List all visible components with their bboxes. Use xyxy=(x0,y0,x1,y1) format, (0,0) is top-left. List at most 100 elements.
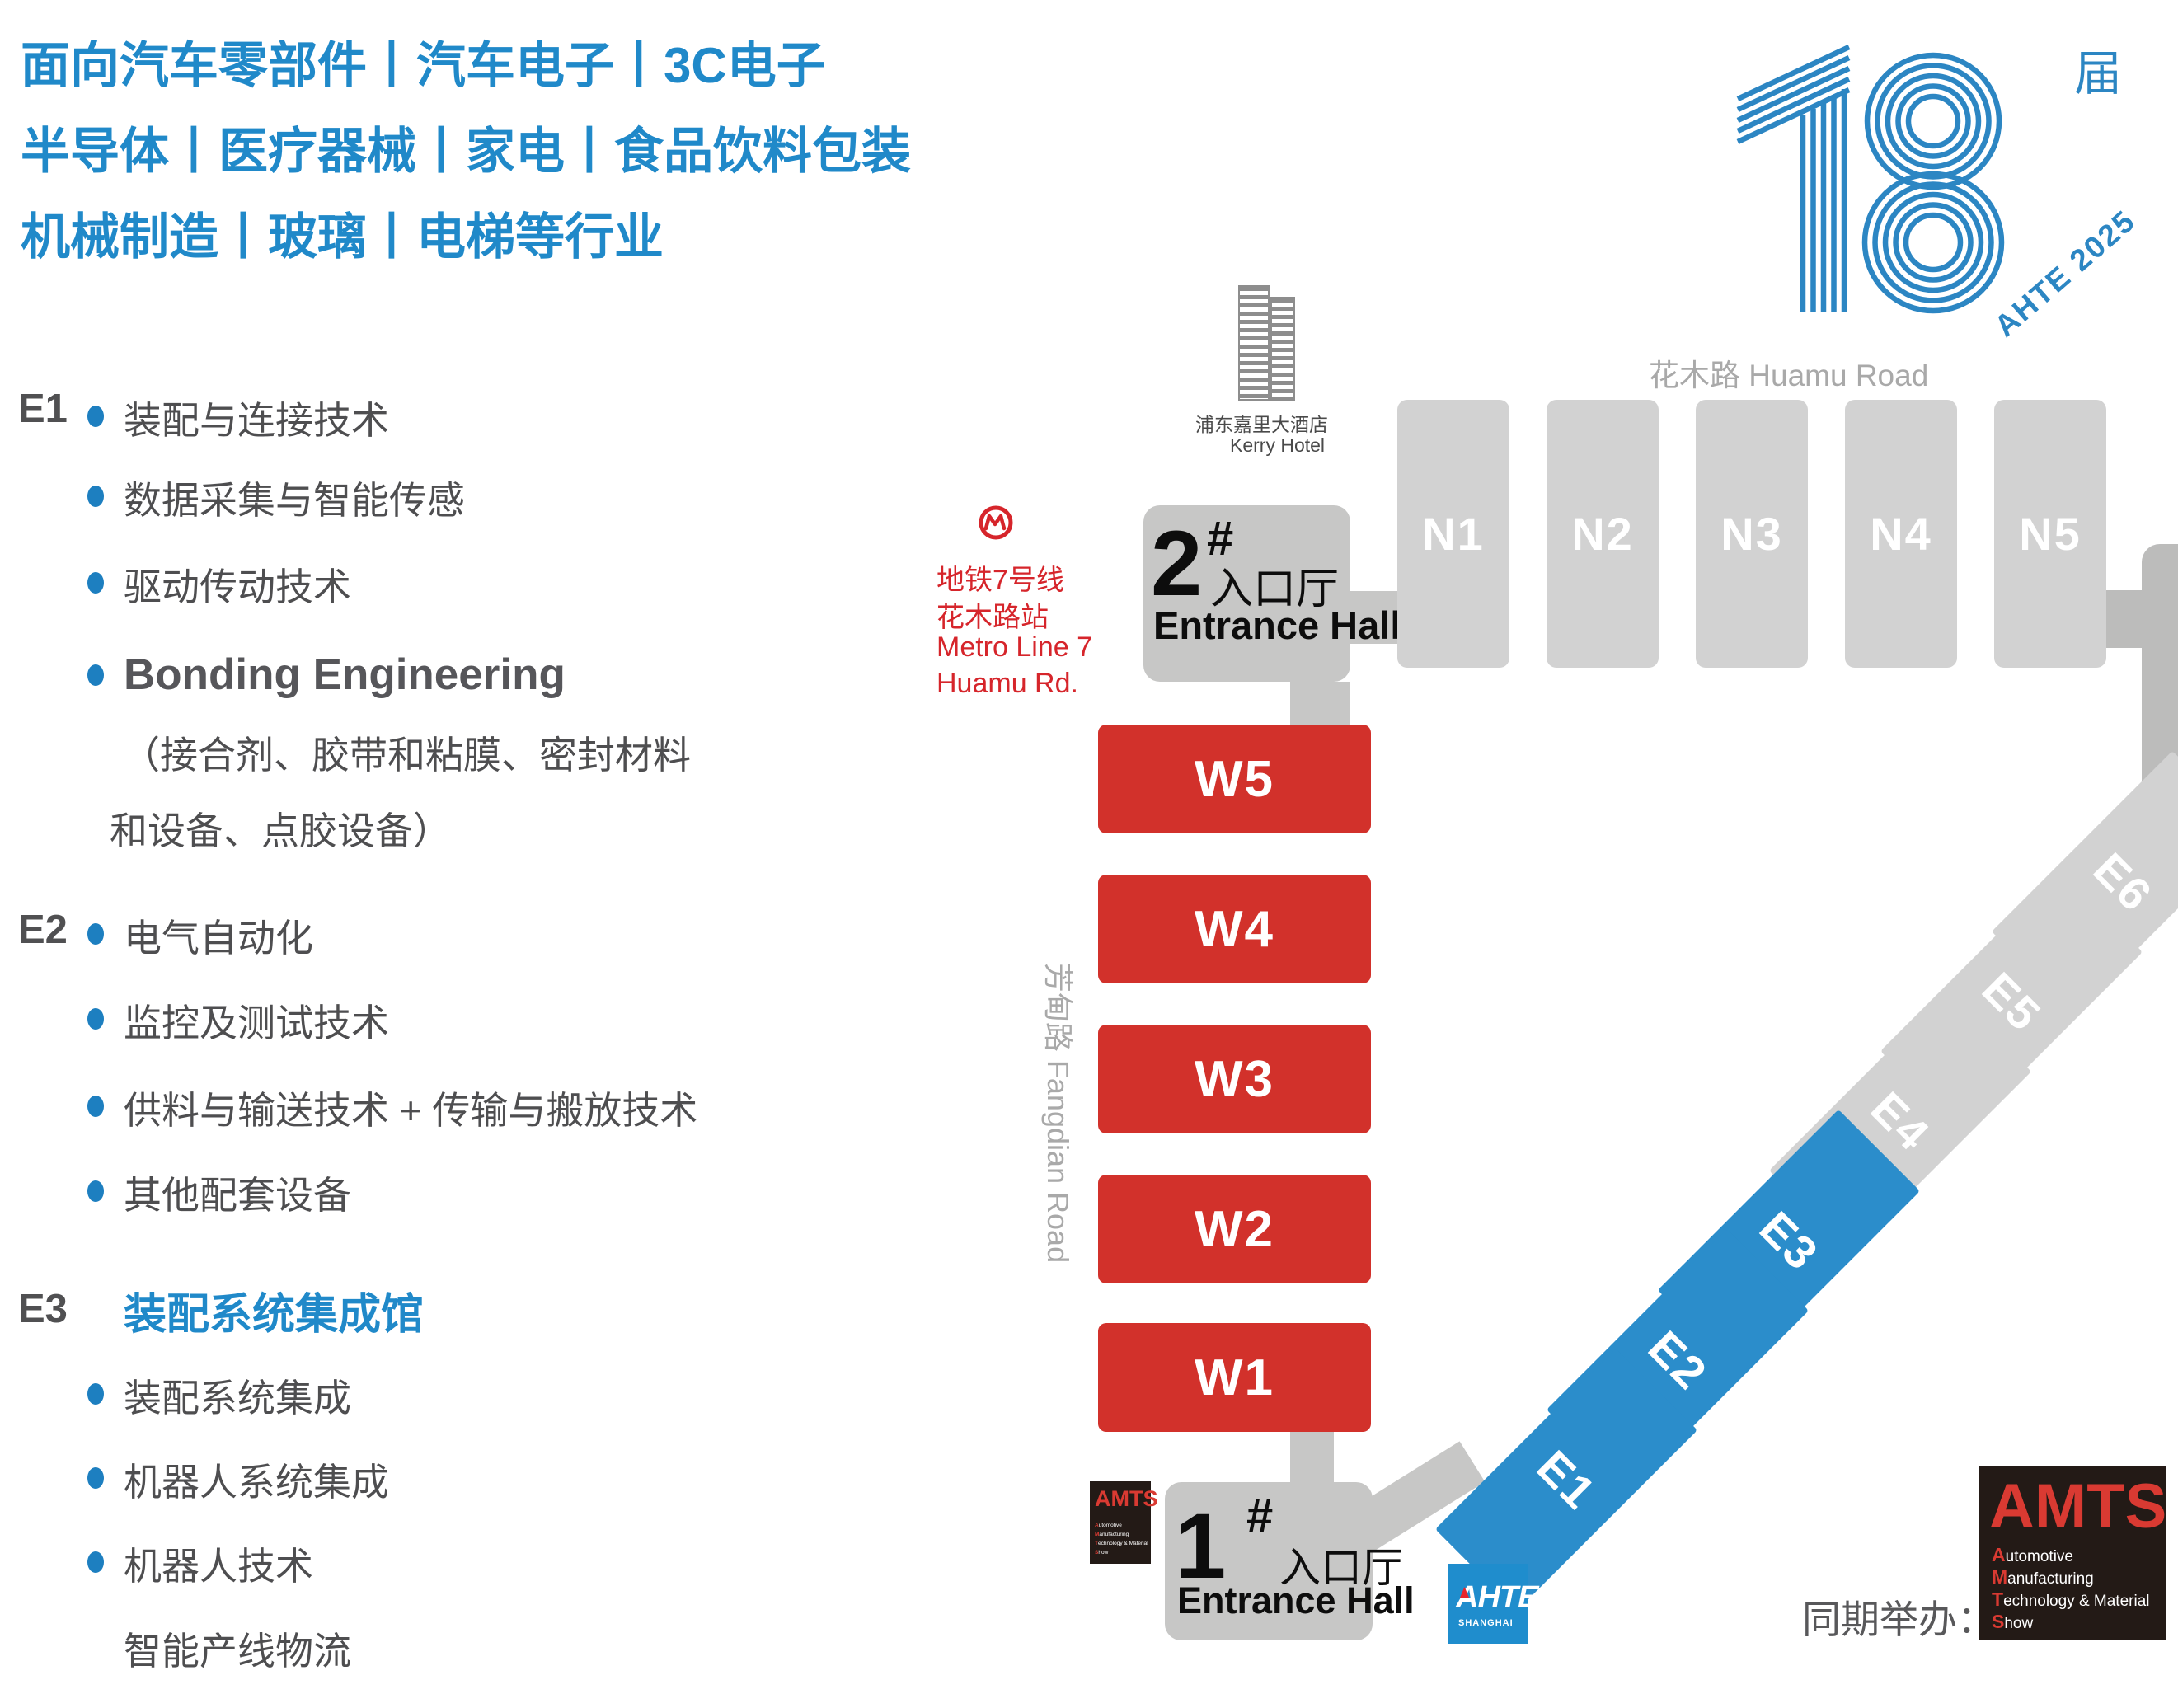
bullet-icon xyxy=(87,486,104,507)
section-label-e2: E2 xyxy=(18,908,68,952)
metro-logo-icon xyxy=(979,505,1013,540)
section-e3-heading: 装配系统集成馆 xyxy=(124,1291,425,1339)
bullet-icon xyxy=(87,1551,104,1573)
amts-word-rest: utomotive xyxy=(1098,1523,1122,1528)
list-item: 装配与连接技术 xyxy=(124,399,389,442)
list-item: 机器人系统集成 xyxy=(124,1461,389,1504)
entrance2-label-zh: 入口厅 xyxy=(1210,565,1340,613)
hall-n3: N3 xyxy=(1696,400,1808,668)
hall-label: N3 xyxy=(1720,508,1783,560)
entrance1-number: 1 xyxy=(1175,1494,1227,1598)
list-item: 供料与输送技术 + 传输与搬放技术 xyxy=(124,1089,698,1132)
bullet-icon xyxy=(87,664,104,686)
amts-word-initial: T xyxy=(1992,1588,2004,1610)
entrance1-hall-shape xyxy=(1165,1482,1373,1640)
list-item: 机器人技术 xyxy=(124,1545,313,1588)
metro-info-line: 花木路站 xyxy=(936,602,1049,633)
bullet-icon xyxy=(87,1096,104,1117)
amts-word-initial: M xyxy=(1095,1532,1100,1537)
list-item-bonding: Bonding Engineering xyxy=(124,650,566,699)
hall-w3: W3 xyxy=(1098,1025,1371,1133)
kerry-hotel-label-zh: 浦东嘉里大酒店 xyxy=(1195,414,1328,435)
bullet-icon xyxy=(87,1180,104,1202)
hall-label: N1 xyxy=(1422,508,1485,560)
hall-label: W5 xyxy=(1195,750,1274,808)
entrance2-stub-to-n1 xyxy=(1350,591,1400,644)
headline-line-3: 机械制造丨玻璃丨电梯等行业 xyxy=(21,209,664,265)
edition-18-logo-icon xyxy=(1736,45,2005,314)
entrance2-hall-shape xyxy=(1143,505,1350,682)
hall-label: E1 xyxy=(1527,1440,1606,1519)
hall-label: W2 xyxy=(1195,1200,1274,1258)
amts-word-initial: S xyxy=(1992,1611,2005,1632)
hall-label: N4 xyxy=(1870,508,1932,560)
list-item: 其他配套设备 xyxy=(124,1174,351,1217)
list-item: 装配系统集成 xyxy=(124,1377,351,1419)
bullet-icon xyxy=(87,923,104,945)
hall-label: W1 xyxy=(1195,1349,1274,1406)
amts-logo-small: AMTS Automotive Manufacturing Technology… xyxy=(1090,1481,1158,1564)
amts-logo-name: AMTS xyxy=(1095,1486,1158,1511)
metro-info-line: 地铁7号线 xyxy=(936,565,1064,596)
hall-label: W3 xyxy=(1195,1050,1274,1108)
hall-label: W4 xyxy=(1195,900,1274,958)
ahte-logo-sub: SHANGHAI xyxy=(1458,1618,1514,1628)
hall-n1: N1 xyxy=(1397,400,1509,668)
co-located-label: 同期举办： xyxy=(1802,1598,1996,1641)
hall-w2: W2 xyxy=(1098,1175,1371,1283)
list-item: 数据采集与智能传感 xyxy=(124,479,465,522)
entrance2-label-en: Entrance Hall xyxy=(1153,603,1401,647)
list-item: 驱动传动技术 xyxy=(124,565,351,608)
hall-label: N5 xyxy=(2019,508,2082,560)
amts-word-rest: how xyxy=(2004,1615,2034,1632)
corridor-n5-connector xyxy=(2105,590,2148,648)
amts-logo-large: AMTS Automotive Manufacturing Technology… xyxy=(1979,1466,2166,1640)
metro-info-line: Metro Line 7 xyxy=(936,631,1092,663)
amts-word-rest: anufacturing xyxy=(2007,1570,2094,1588)
amts-word-initial: A xyxy=(1992,1544,2006,1565)
list-item: 智能产线物流 xyxy=(124,1630,351,1673)
hall-n2: N2 xyxy=(1547,400,1659,668)
bullet-icon xyxy=(87,572,104,594)
bullet-icon xyxy=(87,1008,104,1030)
headline-line-1: 面向汽车零部件丨汽车电子丨3C电子 xyxy=(21,38,826,93)
entrance1-hash: # xyxy=(1246,1490,1274,1543)
hall-n4: N4 xyxy=(1845,400,1957,668)
entrance2-number: 2 xyxy=(1151,512,1203,615)
fangdian-road-label: 芳甸路 Fangdian Road xyxy=(1041,962,1075,1264)
amts-word-rest: how xyxy=(1098,1550,1109,1556)
hall-w1: W1 xyxy=(1098,1323,1371,1432)
hall-w4: W4 xyxy=(1098,875,1371,983)
list-item: 电气自动化 xyxy=(124,917,313,960)
amts-word-rest: anufacturing xyxy=(1099,1532,1129,1537)
entrance1-tab-to-w1 xyxy=(1290,1432,1334,1483)
metro-info-line: Huamu Rd. xyxy=(936,668,1078,699)
entrance1-label-en: Entrance Hall xyxy=(1177,1579,1415,1621)
huamu-road-label: 花木路 Huamu Road xyxy=(1649,359,1929,392)
headline: 面向汽车零部件丨汽车电子丨3C电子 半导体丨医疗器械丨家电丨食品饮料包装 机械制… xyxy=(21,23,911,280)
ahte-logo-accent-icon xyxy=(1460,1587,1469,1598)
amts-logo-words: Automotive Manufacturing Technology & Ma… xyxy=(1095,1521,1148,1557)
entrance2-tab-to-w5 xyxy=(1290,682,1350,728)
section-label-e1: E1 xyxy=(18,387,68,431)
hall-w5: W5 xyxy=(1098,725,1371,833)
hall-n5: N5 xyxy=(1994,400,2106,668)
hall-label: N2 xyxy=(1571,508,1634,560)
edition-suffix-label: 届 xyxy=(2074,47,2123,101)
amts-word-rest: utomotive xyxy=(2005,1548,2073,1565)
amts-word-initial: M xyxy=(1992,1566,2008,1588)
amts-word-initial: T xyxy=(1095,1541,1098,1546)
bullet-icon xyxy=(87,1467,104,1489)
kerry-hotel-label-en: Kerry Hotel xyxy=(1230,434,1326,456)
corridor-east-bar xyxy=(2142,544,2178,791)
list-item-note: 和设备、点胶设备） xyxy=(110,809,451,852)
hotel-building-icon xyxy=(1270,297,1295,401)
bullet-icon xyxy=(87,406,104,427)
amts-word-rest: echnology & Material xyxy=(2003,1593,2150,1610)
amts-word-initial: A xyxy=(1095,1523,1099,1528)
amts-logo-words: Automotive Manufacturing Technology & Ma… xyxy=(1992,1545,2150,1634)
bullet-icon xyxy=(87,1383,104,1405)
amts-word-rest: echnology & Material xyxy=(1097,1541,1148,1546)
amts-word-initial: S xyxy=(1095,1550,1099,1556)
